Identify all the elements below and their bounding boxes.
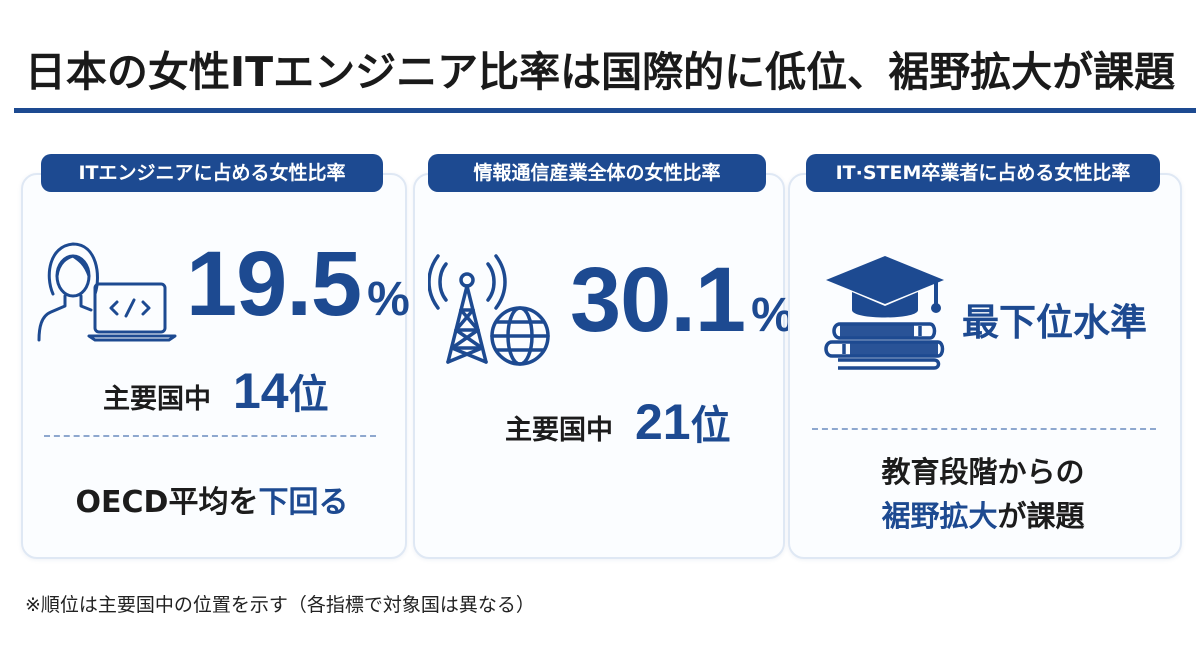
note-highlight: 下回る [258, 485, 349, 520]
note-line2: 裾野拡大が課題 [788, 494, 1178, 538]
ict-industry-percentage: 30.1% [570, 248, 794, 353]
dashed-divider [44, 435, 376, 437]
card-it-engineer-ratio [21, 173, 407, 559]
note-suffix: が課題 [997, 499, 1085, 533]
note-prefix: OECD平均を [75, 485, 259, 520]
card-header-stem-graduates: IT·STEM卒業者に占める女性比率 [806, 154, 1160, 192]
woman-with-laptop-icon [37, 242, 177, 342]
oecd-comparison-note: OECD平均を下回る [21, 477, 403, 521]
rank-it-engineer: 主要国中 14位 [103, 362, 329, 420]
footnote: ※順位は主要国中の位置を示す（各指標で対象国は異なる） [25, 594, 535, 616]
rank-unit: 位 [288, 372, 329, 418]
rank-ict-industry: 主要国中 21位 [505, 393, 731, 451]
value-unit: % [751, 289, 794, 342]
card-header-it-engineer: ITエンジニアに占める女性比率 [41, 154, 383, 192]
title-divider [14, 108, 1196, 113]
lowest-level-status: 最下位水準 [962, 301, 1147, 344]
rank-value: 21 [635, 394, 691, 450]
card-ict-industry-ratio [413, 173, 785, 559]
graduation-cap-books-icon [824, 256, 945, 370]
rank-label: 主要国中 [103, 384, 211, 415]
rank-label: 主要国中 [505, 415, 613, 446]
rank-unit: 位 [690, 403, 731, 449]
page-title: 日本の女性ITエンジニア比率は国際的に低位、裾野拡大が課題 [24, 48, 1176, 96]
rank-value: 14 [233, 363, 289, 419]
value-number: 19.5 [186, 233, 362, 335]
card-stem-graduates-ratio [788, 173, 1182, 559]
value-unit: % [367, 273, 410, 326]
card-header-ict-industry: 情報通信産業全体の女性比率 [428, 154, 766, 192]
radio-tower-globe-icon [428, 254, 550, 366]
note-line1: 教育段階からの [881, 455, 1085, 489]
dashed-divider [812, 428, 1156, 430]
note-highlight: 裾野拡大 [881, 499, 998, 533]
education-note: 教育段階からの 裾野拡大が課題 [788, 450, 1178, 538]
it-engineer-percentage: 19.5% [186, 232, 410, 337]
value-number: 30.1 [570, 249, 746, 351]
